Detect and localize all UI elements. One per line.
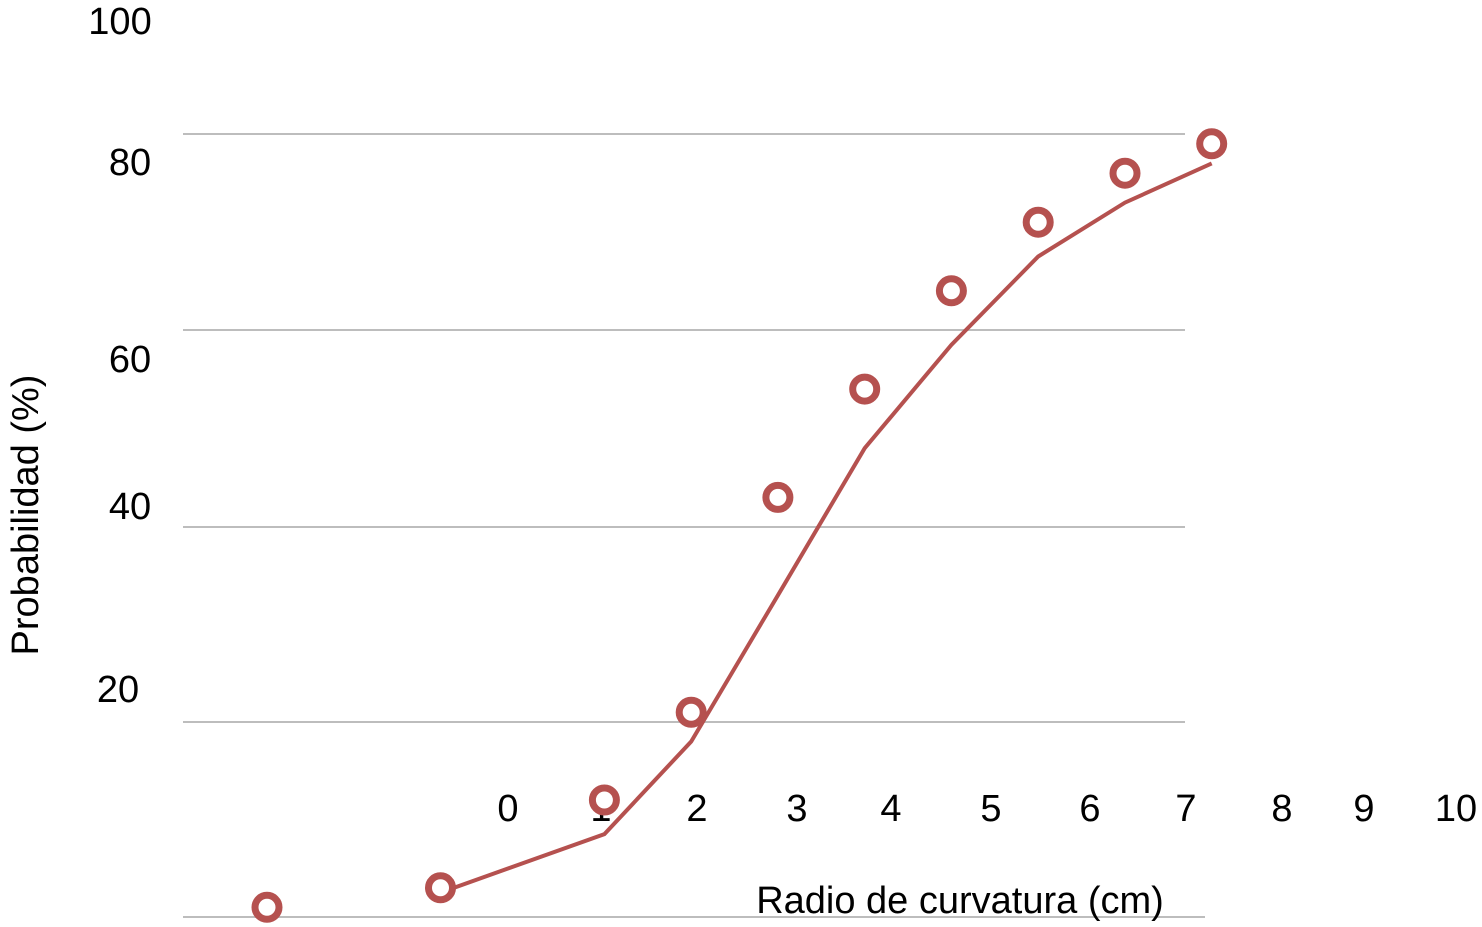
y-tick-label: 40 xyxy=(109,486,151,528)
x-tick-label: 0 xyxy=(497,788,518,830)
y-tick-label: 100 xyxy=(88,1,151,43)
data-point xyxy=(675,696,707,728)
x-axis-label: Radio de curvatura (cm) xyxy=(756,880,1164,922)
x-tick-label: 5 xyxy=(980,788,1001,830)
x-tick-label: 4 xyxy=(880,788,901,830)
fitted-line xyxy=(439,161,1213,895)
x-tick-label: 8 xyxy=(1271,788,1292,830)
y-tick-label: 80 xyxy=(109,142,151,184)
x-tick-label: 2 xyxy=(686,788,707,830)
x-tick-label: 10 xyxy=(1435,788,1477,830)
x-tick-labels: 012345678910 xyxy=(497,788,1477,830)
y-tick-labels: 20 80 60 40 100 xyxy=(88,1,151,711)
grid-lines xyxy=(183,133,1205,918)
x-tick-label: 7 xyxy=(1175,788,1196,830)
x-tick-label: 9 xyxy=(1353,788,1374,830)
x-tick-label: 6 xyxy=(1079,788,1100,830)
data-point xyxy=(935,275,967,307)
y-tick-label: 20 xyxy=(97,669,139,711)
data-point xyxy=(849,373,881,405)
data-point xyxy=(1109,157,1141,189)
y-tick-label: 60 xyxy=(109,339,151,381)
data-point xyxy=(762,481,794,513)
data-points xyxy=(251,128,1228,923)
y-axis-label: Probabilidad (%) xyxy=(5,375,47,656)
data-point xyxy=(251,891,283,923)
x-tick-label: 3 xyxy=(786,788,807,830)
data-point xyxy=(1196,128,1228,160)
data-point xyxy=(425,872,456,904)
series-line xyxy=(439,161,1213,895)
data-point xyxy=(588,784,620,816)
data-point xyxy=(1022,206,1054,238)
